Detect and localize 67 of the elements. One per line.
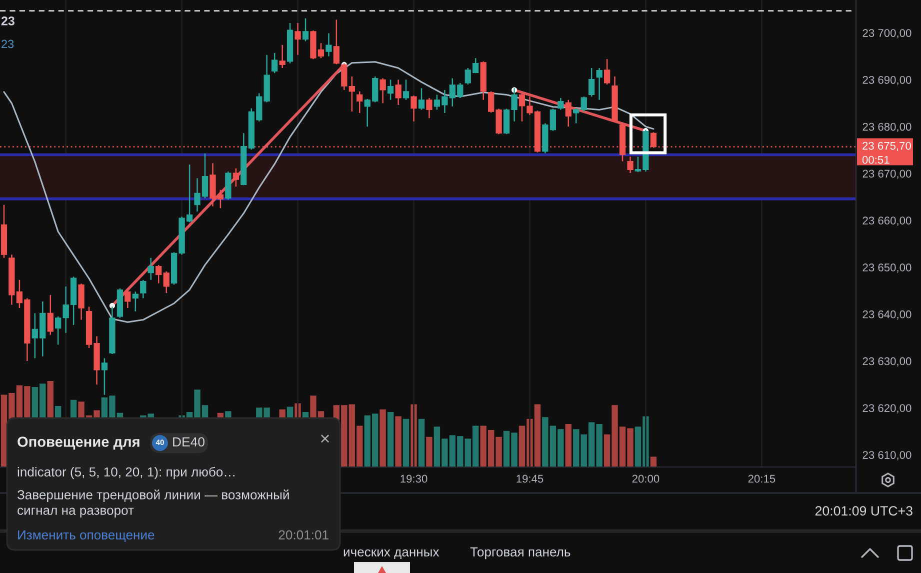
ref-line-label: 23 675,70: [862, 142, 911, 152]
candlestick: [148, 257, 154, 281]
bar: [565, 424, 572, 467]
bar: [395, 416, 402, 467]
text: 20:01:09 UTC+3: [815, 506, 912, 516]
annotation: 23: [1, 16, 14, 26]
candlestick: [426, 97, 432, 119]
candlestick: [294, 22, 301, 56]
bar: [426, 436, 432, 467]
bar: [573, 429, 580, 467]
candlestick: [588, 67, 595, 98]
candlestick: [596, 67, 602, 100]
candlestick: [101, 358, 108, 396]
annotation: 23: [2, 40, 14, 48]
y-tick-label: 23 640,00: [862, 310, 912, 320]
candlestick: [387, 79, 394, 100]
candlestick: [78, 283, 84, 320]
candlestick: [232, 168, 240, 188]
candlestick: [124, 289, 131, 309]
candlestick: [380, 78, 386, 104]
candlestick: [333, 19, 340, 65]
y-tick-label: 23 690,00: [862, 76, 912, 86]
x-tick-label: 19:45: [516, 474, 544, 483]
candlestick: [47, 294, 54, 336]
y-tick-label: 23 700,00: [862, 29, 912, 38]
x-tick-label: 20:15: [748, 474, 776, 483]
candlestick: [410, 95, 417, 122]
candlestick: [140, 279, 146, 299]
y-tick-label: 23 630,00: [862, 357, 912, 366]
candlestick: [580, 96, 587, 112]
y-tick-label: 23 650,00: [862, 264, 912, 273]
x-tick-label: 20:00: [632, 474, 660, 483]
candlestick: [272, 52, 278, 74]
bar: [380, 409, 386, 467]
line-series: [3, 61, 654, 323]
y-tick-label: 23 680,00: [862, 122, 912, 132]
bar: [402, 418, 410, 467]
text: ических данных: [344, 549, 440, 559]
candlestick: [279, 44, 286, 69]
candlestick: [558, 97, 564, 110]
text: Завершение трендовой линии — возможный сигнал на разворот: [17, 490, 289, 518]
text: Изменить оповещение: [18, 530, 154, 542]
candlestick: [565, 99, 572, 128]
candlestick: [326, 32, 332, 57]
annotation: indicator (5, 5, 10, 20, 1): при любо…: [18, 466, 234, 480]
y-tick-label: 23 670,00: [862, 170, 912, 179]
candlestick: [627, 156, 634, 174]
candlestick: [402, 79, 410, 100]
y-tick-label: 23 610,00: [862, 451, 912, 460]
text: Торговая панель: [470, 547, 570, 560]
y-tick-label: 23 660,00: [862, 216, 912, 226]
bar: [387, 412, 394, 467]
candlestick: [604, 58, 610, 86]
y-tick-label: 23 620,00: [862, 404, 912, 414]
candlestick: [418, 88, 425, 110]
bar: [650, 456, 657, 467]
x-tick-label: 19:30: [400, 474, 428, 483]
text: 20:01:01: [278, 530, 328, 540]
text: 00:51: [862, 156, 890, 164]
candlestick: [573, 108, 580, 124]
annotation: DE40: [173, 437, 204, 447]
candlestick: [356, 90, 363, 114]
annotation: Оповещение для: [18, 436, 140, 450]
candlestick: [395, 79, 402, 106]
candlestick: [132, 291, 138, 312]
candlestick: [302, 18, 309, 42]
bar: [418, 418, 425, 467]
